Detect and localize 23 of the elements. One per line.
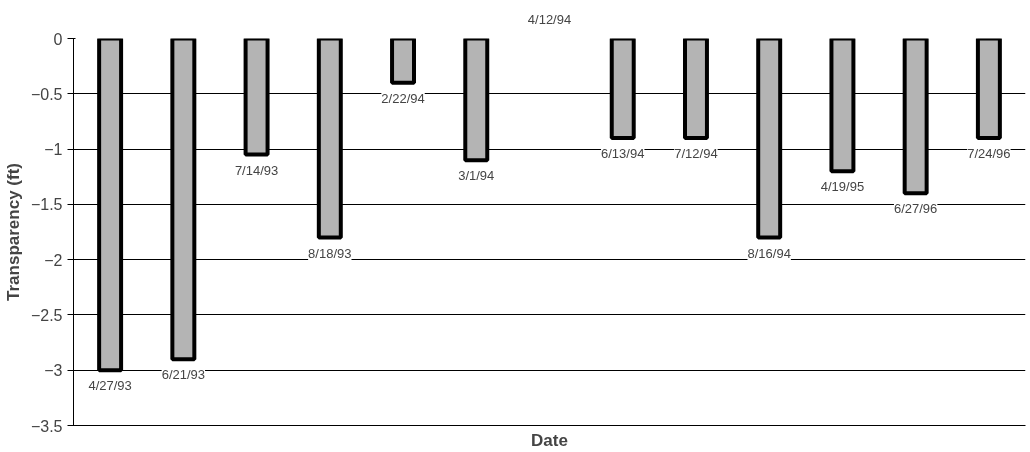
x-tick-label: 2/22/94: [381, 90, 425, 106]
x-tick-label: 7/14/93: [234, 162, 279, 178]
y-tick-label: −2.5: [30, 306, 63, 324]
y-tick-label: −1: [44, 141, 63, 159]
x-tick-label: 6/21/93: [161, 367, 206, 383]
x-tick-label: 8/18/93: [308, 245, 352, 261]
x-tick-label: 4/12/94: [527, 11, 572, 27]
x-tick-label: 4/27/93: [88, 378, 132, 394]
x-axis-title: Date: [531, 430, 568, 450]
y-tick-label: −3: [44, 362, 63, 380]
y-tick-label: −1.5: [30, 196, 63, 214]
y-tick-label: −3.5: [30, 417, 63, 435]
x-tick-label: 4/19/95: [820, 179, 865, 195]
y-tick-label: 0: [53, 30, 63, 48]
x-tick-label: 6/27/96: [893, 201, 938, 217]
y-tick-label: −0.5: [30, 85, 63, 103]
x-tick-label: 7/12/94: [674, 146, 718, 162]
y-tick-label: −2: [44, 251, 63, 269]
x-tick-label: 6/13/94: [601, 146, 645, 162]
y-axis-title: Transparency (ft): [3, 163, 23, 301]
x-tick-label: 3/1/94: [458, 168, 495, 184]
x-tick-label: 8/16/94: [747, 245, 791, 261]
x-tick-label: 7/24/96: [967, 146, 1011, 162]
